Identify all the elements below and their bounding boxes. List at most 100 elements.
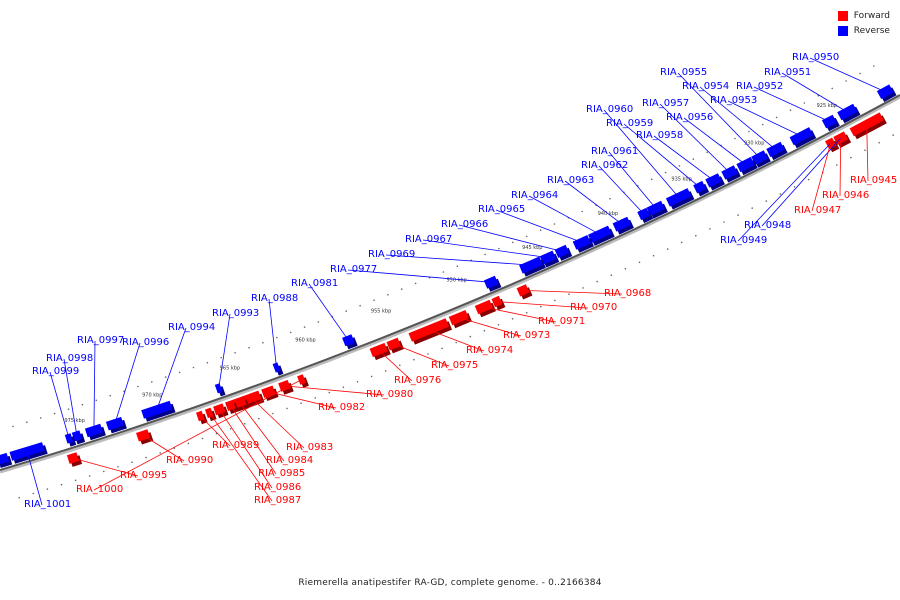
leader-line <box>677 72 760 158</box>
ruler-dot <box>484 253 486 256</box>
forward-gene-label: RIA_0971 <box>538 316 585 327</box>
forward-gene-label: RIA_0987 <box>254 495 301 506</box>
ruler-dot <box>539 229 542 231</box>
leader-line <box>239 401 285 462</box>
forward-gene-block <box>297 374 306 385</box>
ruler-dot <box>201 437 204 440</box>
leader-line <box>683 117 746 165</box>
leader-line <box>308 283 349 341</box>
forward-gene-block <box>474 299 493 315</box>
leader-line <box>422 239 549 258</box>
leader-line <box>623 123 700 188</box>
leader-line <box>603 109 680 198</box>
ruler-dot <box>164 376 167 378</box>
forward-gene-label: RIA_0976 <box>394 375 441 386</box>
ruler-dot <box>117 466 119 468</box>
ruler-dot <box>695 234 697 237</box>
ruler-dot <box>384 370 387 372</box>
forward-gene-label: RIA_0945 <box>850 175 897 186</box>
ruler-dot <box>859 72 861 75</box>
ruler-dot <box>803 102 806 104</box>
forward-gene-label: RIA_0973 <box>503 330 550 341</box>
ruler-dot <box>554 299 556 302</box>
ruler-dot <box>678 165 681 167</box>
leader-line <box>72 457 139 477</box>
ruler-dot <box>74 479 77 482</box>
leader-line <box>727 100 802 137</box>
ruler-dot <box>455 341 458 344</box>
ruler-dot <box>359 304 361 307</box>
reverse-gene-label: RIA_0967 <box>405 234 452 245</box>
ruler-dot <box>187 442 190 445</box>
leader-line <box>483 306 557 323</box>
forward-gene-block <box>66 452 80 464</box>
reverse-gene-label: RIA_0955 <box>660 67 707 78</box>
ruler-dot <box>26 421 28 424</box>
ruler-dot <box>356 381 359 383</box>
ruler-dot <box>748 130 750 133</box>
reverse-gene-label: RIA_0999 <box>32 366 79 377</box>
reverse-gene-label: RIA_0954 <box>682 81 729 92</box>
leader-line <box>496 301 589 309</box>
leader-line <box>218 313 231 389</box>
leader-line <box>63 358 78 436</box>
reverse-gene-block <box>141 400 173 419</box>
ruler-dot <box>178 371 181 374</box>
forward-gene-label: RIA_1000 <box>76 484 123 495</box>
ruler-dot <box>469 335 472 338</box>
reverse-swatch <box>837 25 848 36</box>
ruler-dot <box>229 427 232 430</box>
leader-line <box>268 391 337 409</box>
ruler-dot <box>442 271 445 273</box>
leader-line <box>26 451 43 506</box>
ruler-dot <box>512 241 514 244</box>
ruler-dot <box>248 346 250 349</box>
ruler-dot <box>525 235 528 238</box>
genome-caption: Riemerella anatipestifer RA-GD, complete… <box>298 578 602 588</box>
forward-gene-label: RIA_0982 <box>318 402 365 413</box>
reverse-gene-label: RIA_0948 <box>744 220 791 231</box>
ruler-dot <box>387 293 389 296</box>
reverse-gene-block <box>665 188 692 207</box>
ruler-dot <box>243 422 246 425</box>
forward-gene-label: RIA_0975 <box>431 360 478 371</box>
scale-label: 925 kbp <box>817 103 837 109</box>
leader-line <box>114 342 141 424</box>
reverse-gene-label: RIA_0950 <box>792 52 839 63</box>
reverse-gene-label: RIA_0998 <box>46 353 93 364</box>
leader-line <box>284 385 385 396</box>
legend: Forward Reverse <box>837 8 890 38</box>
forward-gene-label: RIA_0946 <box>822 190 869 201</box>
leader-line <box>229 405 277 475</box>
leader-line <box>809 57 886 93</box>
reverse-gene-label: RIA_0966 <box>441 219 488 230</box>
ruler-dot <box>400 288 403 290</box>
ruler-dot <box>206 361 209 364</box>
forward-gene-label: RIA_0984 <box>266 455 313 466</box>
ruler-dot <box>103 470 105 473</box>
reverse-gene-label: RIA_0949 <box>720 235 767 246</box>
leader-line <box>866 124 869 182</box>
ruler-dot <box>568 293 570 296</box>
leader-line <box>811 143 831 212</box>
ruler-dot <box>414 282 417 285</box>
ruler-dot <box>289 331 292 334</box>
forward-gene-label: RIA_0947 <box>794 205 841 216</box>
scale-label: 955 kbp <box>371 308 391 314</box>
forward-gene-label: RIA_0980 <box>366 389 413 400</box>
ruler-dot <box>525 311 528 314</box>
legend-forward: Forward <box>837 8 890 23</box>
ruler-dot <box>145 456 147 459</box>
ruler-dot <box>109 394 111 397</box>
ruler-dot <box>373 299 375 302</box>
reverse-gene-label: RIA_0952 <box>736 81 783 92</box>
ruler-dot <box>873 65 875 67</box>
ruler-dot <box>581 210 583 213</box>
reverse-gene-label: RIA_0969 <box>368 249 415 260</box>
ruler-dot <box>666 248 669 250</box>
scale-label: 970 kbp <box>142 393 162 399</box>
ruler-dot <box>39 417 42 419</box>
reverse-gene-label: RIA_0962 <box>581 160 628 171</box>
